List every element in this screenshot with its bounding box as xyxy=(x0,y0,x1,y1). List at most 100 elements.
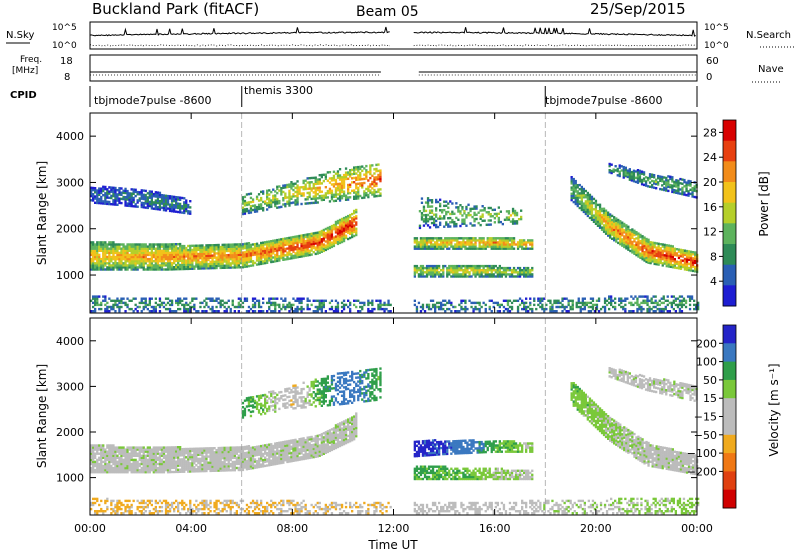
heatmap-cell xyxy=(477,211,480,214)
heatmap-cell xyxy=(235,245,238,248)
heatmap-cell xyxy=(278,185,281,188)
heatmap-cell xyxy=(590,214,594,217)
heatmap-cell xyxy=(94,446,97,449)
heatmap-cell xyxy=(480,237,483,240)
heatmap-cell xyxy=(193,248,196,252)
heatmap-cell xyxy=(278,240,281,243)
heatmap-cell xyxy=(555,305,558,309)
heatmap-cell xyxy=(605,299,609,302)
heatmap-cell xyxy=(667,189,670,193)
heatmap-cell xyxy=(446,241,449,244)
heatmap-cell xyxy=(448,264,451,268)
heatmap-cell xyxy=(653,256,656,259)
heatmap-cell xyxy=(168,245,172,248)
heatmap-cell xyxy=(183,257,186,260)
heatmap-cell xyxy=(355,215,358,218)
heatmap-cell xyxy=(247,246,251,249)
heatmap-cell xyxy=(541,303,544,307)
heatmap-cell xyxy=(100,202,103,205)
heatmap-cell xyxy=(437,217,440,220)
heatmap-cell xyxy=(302,238,305,241)
heatmap-cell xyxy=(144,196,147,199)
heatmap-cell xyxy=(308,202,311,205)
heatmap-cell xyxy=(466,264,469,268)
heatmap-cell xyxy=(363,190,366,193)
heatmap-cell xyxy=(120,255,123,259)
heatmap-cell xyxy=(170,251,174,254)
heatmap-cell xyxy=(108,192,111,195)
heatmap-cell xyxy=(461,208,464,211)
heatmap-cell xyxy=(260,256,263,259)
heatmap-cell xyxy=(314,233,317,237)
heatmap-cell xyxy=(168,264,172,267)
heatmap-cell xyxy=(373,193,376,196)
heatmap-cell xyxy=(618,303,621,307)
heatmap-cell xyxy=(648,307,651,311)
heatmap-cell xyxy=(120,249,123,252)
heatmap-cell xyxy=(114,249,117,252)
heatmap-cell xyxy=(619,243,622,246)
heatmap-cell xyxy=(274,239,277,242)
heatmap-cell xyxy=(316,178,319,181)
heatmap-cell xyxy=(679,263,683,266)
heatmap-cell xyxy=(136,268,139,271)
heatmap-cell xyxy=(136,249,139,252)
heatmap-cell xyxy=(673,260,676,263)
heatmap-cell xyxy=(300,202,303,206)
heatmap-cell xyxy=(518,266,522,270)
heatmap-cell xyxy=(583,303,586,307)
heatmap-cell xyxy=(353,299,356,302)
heatmap-cell xyxy=(687,179,690,183)
heatmap-cell xyxy=(272,201,275,204)
heatmap-cell xyxy=(90,186,93,189)
heatmap-cell xyxy=(635,253,638,257)
heatmap-cell xyxy=(561,299,564,302)
heatmap-cell xyxy=(251,243,255,246)
heatmap-cell xyxy=(654,310,657,313)
heatmap-cell xyxy=(241,266,245,269)
heatmap-cell xyxy=(584,212,587,216)
heatmap-cell xyxy=(680,301,684,305)
heatmap-cell xyxy=(148,264,151,267)
heatmap-cell xyxy=(361,301,364,305)
heatmap-cell xyxy=(424,222,428,225)
heatmap-cell xyxy=(160,198,164,201)
heatmap-cell xyxy=(634,176,638,179)
heatmap-cell xyxy=(175,253,178,256)
heatmap-cell xyxy=(320,301,323,305)
heatmap-cell xyxy=(124,303,127,307)
heatmap-cell xyxy=(436,237,439,240)
heatmap-cell xyxy=(183,201,186,204)
heatmap-cell xyxy=(525,241,528,244)
heatmap-cell xyxy=(694,259,697,263)
heatmap-cell xyxy=(523,271,526,274)
heatmap-cell xyxy=(464,310,467,313)
heatmap-cell xyxy=(274,245,277,248)
heatmap-cell xyxy=(114,197,117,200)
heatmap-cell xyxy=(104,264,107,267)
heatmap-cell xyxy=(90,462,93,466)
heatmap-cell xyxy=(662,307,665,311)
heatmap-cell xyxy=(237,245,240,248)
heatmap-cell xyxy=(179,198,182,201)
heatmap-cell xyxy=(191,253,194,256)
heatmap-cell xyxy=(625,247,628,250)
heatmap-cell xyxy=(626,297,629,300)
heatmap-cell xyxy=(164,251,168,255)
heatmap-cell xyxy=(160,301,164,305)
heatmap-cell xyxy=(496,271,499,274)
heatmap-cell xyxy=(300,240,303,244)
heatmap-cell xyxy=(518,273,522,276)
heatmap-cell xyxy=(677,183,680,187)
heatmap-cell xyxy=(284,305,287,309)
heatmap-cell xyxy=(653,243,656,247)
heatmap-cell xyxy=(175,268,178,271)
heatmap-cell xyxy=(189,265,192,268)
heatmap-cell xyxy=(253,305,257,309)
heatmap-cell xyxy=(314,310,317,313)
heatmap-cell xyxy=(435,198,438,202)
heatmap-cell xyxy=(504,269,508,272)
heatmap-cell xyxy=(336,182,340,186)
heatmap-cell xyxy=(92,243,95,246)
heatmap-cell xyxy=(371,303,374,307)
